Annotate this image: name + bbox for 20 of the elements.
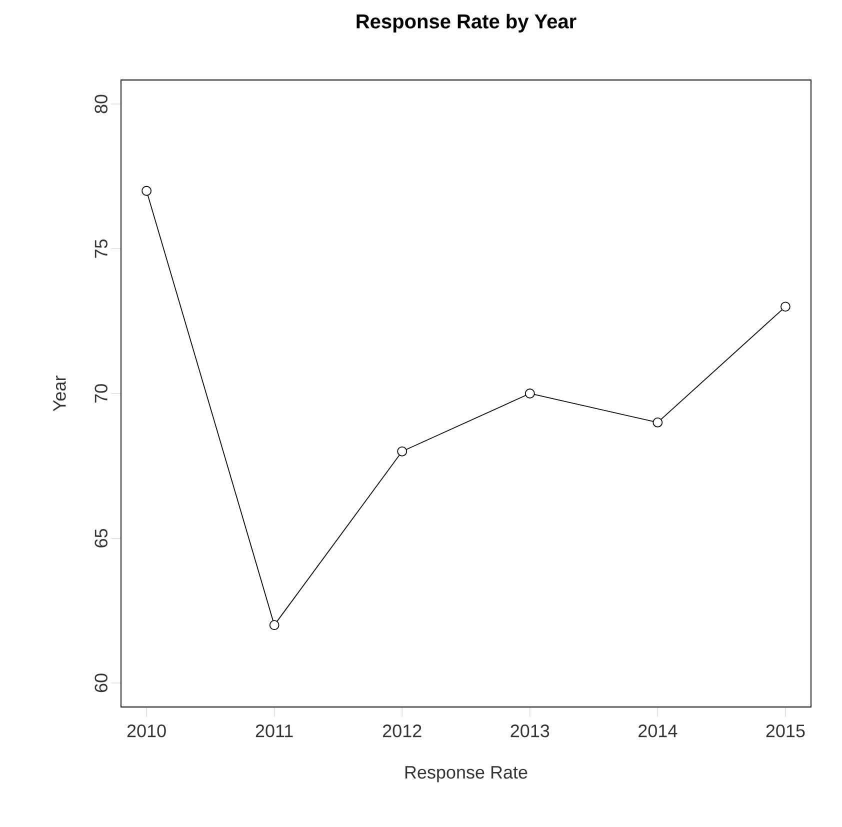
y-tick-label: 80	[94, 94, 108, 114]
y-axis-title: Year	[53, 376, 66, 412]
point	[780, 302, 790, 312]
point	[142, 186, 152, 196]
x-tick-label: 2011	[256, 724, 293, 738]
point	[524, 388, 535, 398]
x-tick-label: 2014	[638, 724, 678, 738]
y-tick-label: 70	[94, 384, 108, 403]
chart-title: Response Rate by Year	[356, 14, 576, 32]
point	[652, 417, 663, 428]
y-tick-label: 65	[94, 528, 108, 548]
point	[397, 446, 408, 456]
y-tick-label: 75	[94, 240, 108, 258]
x-tick-label: 2012	[383, 724, 422, 738]
point	[269, 620, 280, 630]
x-tick-label: 2010	[127, 724, 166, 738]
x-tick-label: 2013	[510, 724, 550, 738]
x-tick-label: 2015	[766, 724, 805, 738]
y-tick-label: 60	[94, 674, 108, 692]
x-axis-title: Response Rate	[405, 766, 528, 782]
